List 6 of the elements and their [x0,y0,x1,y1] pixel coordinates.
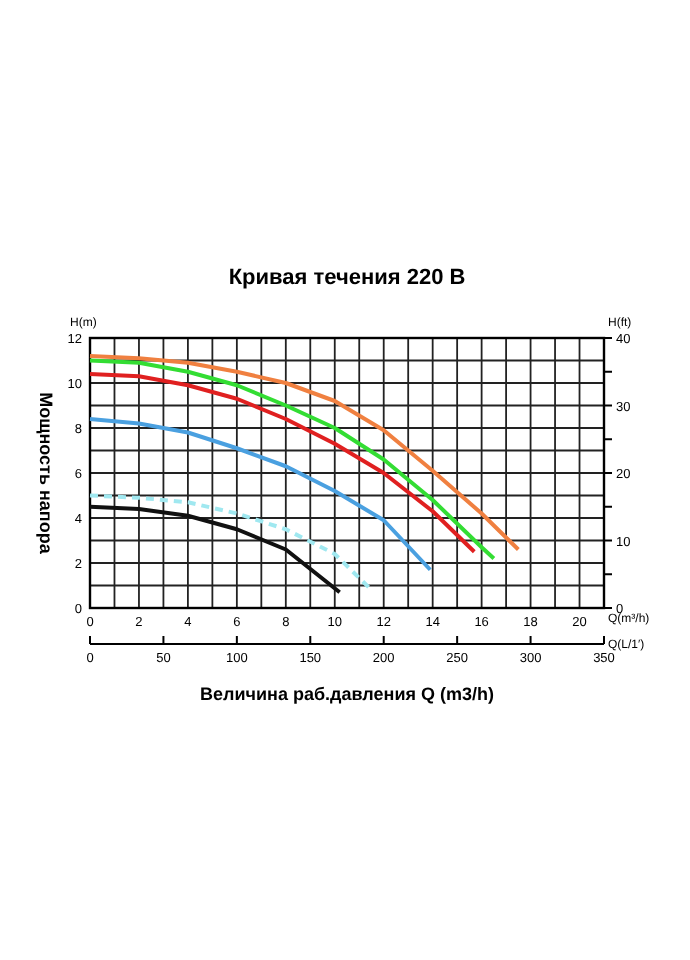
line-series [88,417,433,572]
chart-title: Кривая течения 220 В [228,266,466,290]
y-axis-title: Мощность напора [36,392,56,556]
x-axis-title: Величина раб.давления Q (m3/h) [200,684,494,704]
line-series [88,504,342,595]
line-series [88,493,374,592]
